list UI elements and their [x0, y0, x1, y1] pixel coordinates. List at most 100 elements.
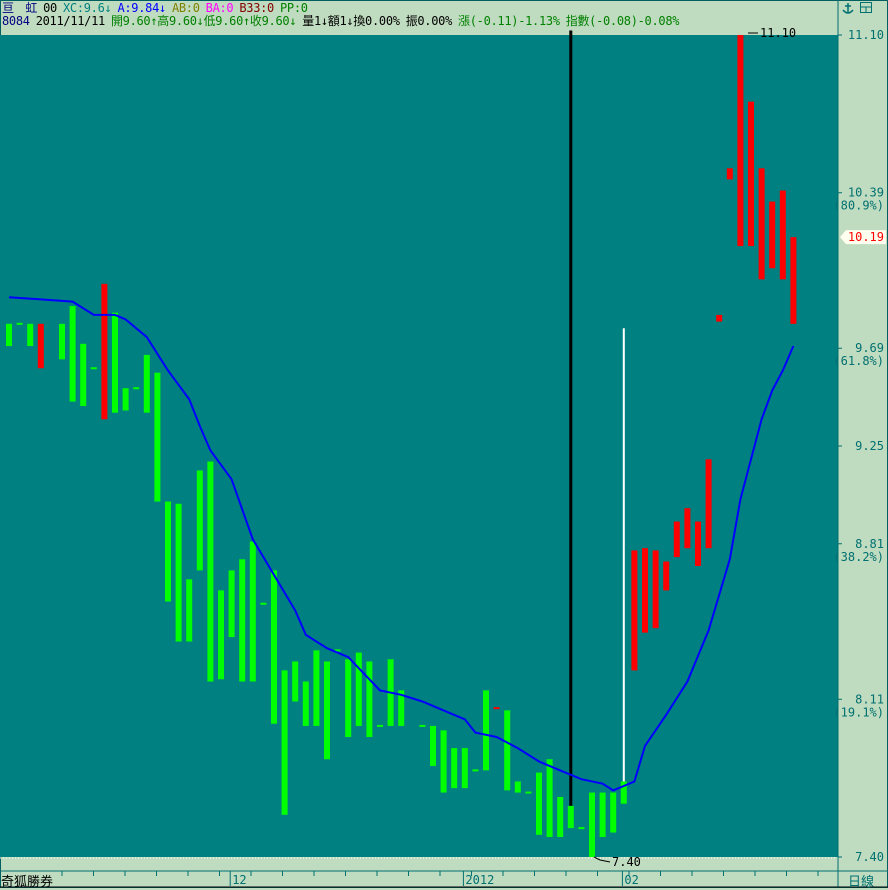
current-price-badge [840, 230, 886, 245]
down-candle [249, 541, 256, 682]
fib-percent-label: (61.8%) [833, 354, 884, 368]
doji-candle [493, 707, 500, 710]
down-candle [69, 306, 76, 402]
doji-candle [525, 791, 532, 794]
down-candle [228, 570, 235, 638]
quote-field: 振0.00% [405, 14, 453, 28]
down-candle [440, 730, 447, 793]
price-tick-label: 8.11 [855, 692, 884, 706]
down-candle [196, 470, 203, 571]
down-candle [567, 805, 574, 829]
price-tick-label: 7.40 [855, 850, 884, 864]
price-tick-label: 11.10 [848, 28, 884, 42]
down-candle [398, 690, 405, 726]
up-candle [663, 561, 670, 591]
quote-field: XC:9.6↓ [62, 1, 112, 15]
plot-area[interactable] [0, 35, 838, 857]
down-candle [292, 661, 299, 702]
up-candle [779, 190, 786, 280]
down-candle [366, 661, 373, 738]
down-candle [154, 372, 161, 502]
down-candle [207, 461, 214, 682]
quote-header-row1: 亘 虹 00 XC:9.6↓ A:9.84↓ AB:0 BA:0 B33:0 PP:0 [2, 2, 314, 15]
low-pointer [593, 856, 611, 863]
down-candle [536, 772, 542, 835]
down-candle [461, 748, 468, 789]
quote-field: BA:0 [205, 1, 234, 15]
moving-average-line [8, 296, 795, 792]
fib-percent-label: (19.1%) [833, 705, 884, 719]
up-candle [790, 237, 797, 324]
down-candle [589, 792, 595, 857]
doji-candle [472, 769, 479, 772]
down-candle [6, 323, 12, 347]
time-axis-label: 02 [624, 873, 638, 887]
up-candle [631, 550, 638, 671]
up-candle [101, 283, 108, 420]
doji-candle [133, 387, 140, 390]
down-candle [504, 710, 511, 791]
down-candle [186, 579, 193, 642]
price-tick-label: 9.69 [855, 341, 884, 355]
quote-field: PP:0 [279, 1, 308, 15]
down-candle [271, 570, 277, 724]
up-candle [726, 168, 733, 180]
doji-candle [260, 602, 267, 605]
quote-field: 漲(-0.11)-1.13% [458, 14, 560, 28]
down-candle [610, 792, 617, 833]
down-candle [59, 323, 65, 360]
price-tick-label: 10.39 [848, 186, 884, 200]
down-candle [355, 652, 362, 726]
fib-percent-label: (80.9%) [833, 199, 884, 213]
up-candle [673, 521, 680, 558]
quote-field: 8084 [2, 14, 30, 28]
down-candle [122, 388, 129, 411]
up-candle [684, 508, 691, 549]
up-candle [748, 101, 754, 247]
time-axis: 12 2012 02 [61, 871, 819, 887]
down-candle [112, 312, 118, 413]
down-candle [599, 792, 606, 838]
up-candle [737, 35, 744, 247]
doji-candle [578, 827, 585, 830]
up-candle [642, 548, 648, 633]
quote-field: 亘 虹 [2, 1, 38, 15]
window-layout-icon[interactable] [860, 2, 872, 14]
doji-candle [16, 322, 23, 325]
down-candle [313, 650, 320, 726]
down-candle [27, 323, 34, 347]
doji-candle [377, 724, 383, 727]
down-candle [546, 759, 553, 838]
down-candle [165, 501, 171, 602]
anchor-icon[interactable] [842, 3, 854, 14]
quote-field: AB:0 [171, 1, 200, 15]
time-axis-label: 2012 [465, 873, 494, 887]
up-candle [652, 550, 659, 629]
quote-field: 開9.60↑高9.60↓低9.60↑收9.60↓ [110, 14, 297, 28]
broker-label: 奇狐勝券 [1, 875, 54, 890]
doji-candle [90, 367, 97, 370]
down-candle [302, 681, 309, 726]
time-axis-label: 12 [232, 873, 246, 887]
extreme-labels: 11.10 7.40 [593, 26, 796, 869]
down-candle [557, 797, 564, 838]
quote-field: 指數(-0.08)-0.08% [565, 14, 680, 28]
period-selector[interactable]: 日線 [848, 875, 875, 890]
down-candle [345, 659, 352, 738]
down-candle [514, 781, 521, 793]
down-candle [239, 559, 246, 682]
high-label: 11.10 [760, 26, 796, 40]
down-candle [430, 725, 436, 766]
quote-field: A:9.84↓ [117, 1, 166, 15]
up-candle [716, 314, 723, 322]
doji-candle [419, 724, 426, 727]
quote-field: 量1↓額1↓換0.00% [302, 14, 400, 28]
down-candle [483, 690, 489, 771]
price-tick-label: 8.81 [855, 537, 884, 551]
low-label: 7.40 [612, 855, 641, 869]
quote-field: 2011/11/11 [35, 14, 106, 28]
down-candle [80, 343, 87, 407]
up-candle [37, 323, 44, 369]
quote-field: B33:0 [239, 1, 274, 15]
